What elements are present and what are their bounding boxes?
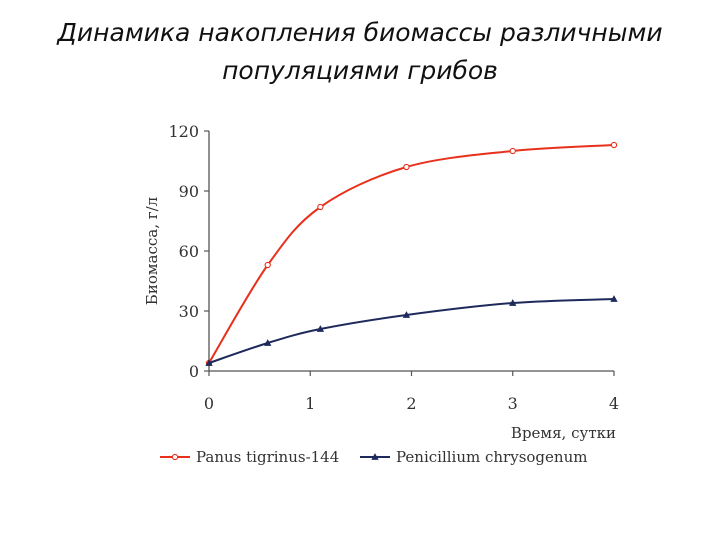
y-tick-label: 30 [179,302,199,321]
legend-label: Panus tigrinus-144 [196,448,339,466]
y-tick-label: 0 [189,362,199,381]
legend-label: Penicillium chrysogenum [396,448,587,466]
x-tick-label: 4 [609,394,619,413]
slide-title: Динамика накопления биомассы различными … [0,14,720,90]
legend-marker [171,453,179,461]
data-point [205,359,213,366]
y-tick-label: 60 [179,242,199,261]
y-tick-label: 120 [168,122,199,141]
data-point [610,295,618,302]
series-line [208,298,615,364]
chart-axes [204,130,615,376]
chart-labels: 0 30 60 90 120 0 1 2 3 4 Биомасса, г/л Время, сутки [143,122,619,442]
x-tick-label: 0 [204,394,214,413]
data-point [264,261,271,269]
data-point [403,163,410,171]
chart-legend: Panus tigrinus-144 Penicillium chrysogenu… [160,448,587,466]
x-axis-title: Время, сутки [511,424,616,442]
data-point [402,311,411,318]
y-tick-label: 90 [179,182,199,201]
x-tick-label: 2 [406,394,416,413]
data-point [264,339,272,346]
x-tick-label: 1 [305,394,315,413]
chart-series [205,141,618,367]
y-axis-title: Биомасса, г/л [143,197,161,305]
data-point [509,147,516,155]
x-tick-label: 3 [508,394,518,413]
legend-marker [371,453,379,460]
data-point [317,203,324,211]
data-point [509,299,517,306]
data-point [610,141,618,149]
slide-title-line-2: популяциями грибов [222,56,498,85]
slide-title-line-1: Динамика накопления биомассы различными [57,18,663,47]
data-point [316,325,325,332]
series-line [208,144,615,364]
